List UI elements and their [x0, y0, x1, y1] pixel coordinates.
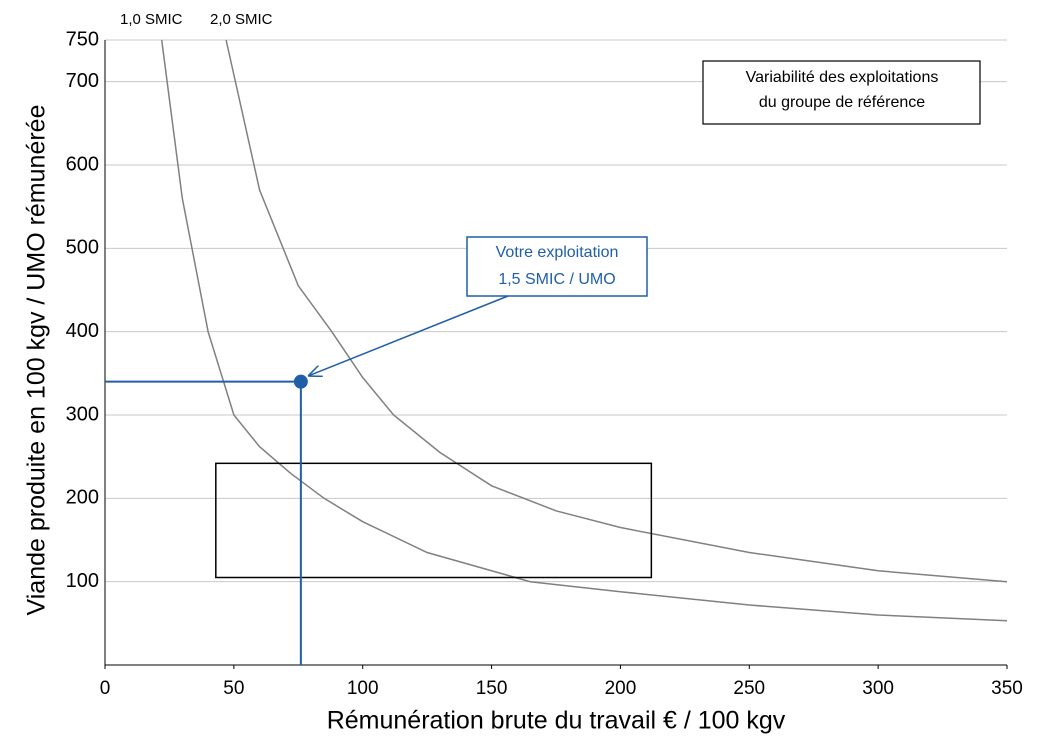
farm-point	[293, 374, 308, 389]
annotation-line: Votre exploitation	[496, 244, 619, 261]
x-tick-label: 100	[347, 678, 379, 699]
curve-label: 1,0 SMIC	[120, 11, 183, 28]
x-tick-label: 0	[100, 678, 111, 699]
legend-label: Variabilité des exploitations du groupe d…	[746, 69, 939, 111]
y-axis-label: Viande produite en 100 kgv / UMO rémunér…	[23, 105, 51, 616]
y-tick-label: 750	[66, 28, 99, 50]
y-tick-label: 600	[66, 153, 99, 175]
y-label-group: Viande produite en 100 kgv / UMO rémunér…	[23, 105, 51, 616]
x-tick-label: 350	[991, 678, 1023, 699]
reference-box	[215, 462, 653, 579]
annotation-label: Votre exploitation 1,5 SMIC / UMO	[496, 244, 619, 288]
annotation-arrow	[309, 295, 509, 376]
annotation-line: 1,5 SMIC / UMO	[498, 271, 615, 288]
y-tick-label: 500	[66, 237, 99, 259]
x-tick-label: 50	[223, 678, 244, 699]
legend-line: du groupe de référence	[759, 94, 925, 111]
y-tick-label: 200	[66, 487, 99, 509]
legend-box	[702, 60, 981, 125]
annotation-box	[466, 236, 648, 297]
curve	[225, 39, 1008, 583]
curve	[160, 39, 1008, 622]
x-tick-label: 200	[605, 678, 637, 699]
y-tick-label: 100	[66, 570, 99, 592]
y-tick-label: 700	[66, 70, 99, 92]
x-tick-label: 150	[476, 678, 508, 699]
curve-label: 2,0 SMIC	[210, 11, 273, 28]
y-tick-label: 300	[66, 403, 99, 425]
x-tick-label: 250	[733, 678, 765, 699]
x-tick-label: 300	[862, 678, 894, 699]
legend-line: Variabilité des exploitations	[746, 69, 939, 86]
y-tick-label: 400	[66, 320, 99, 342]
x-axis-label: Rémunération brute du travail € / 100 kg…	[327, 707, 786, 735]
